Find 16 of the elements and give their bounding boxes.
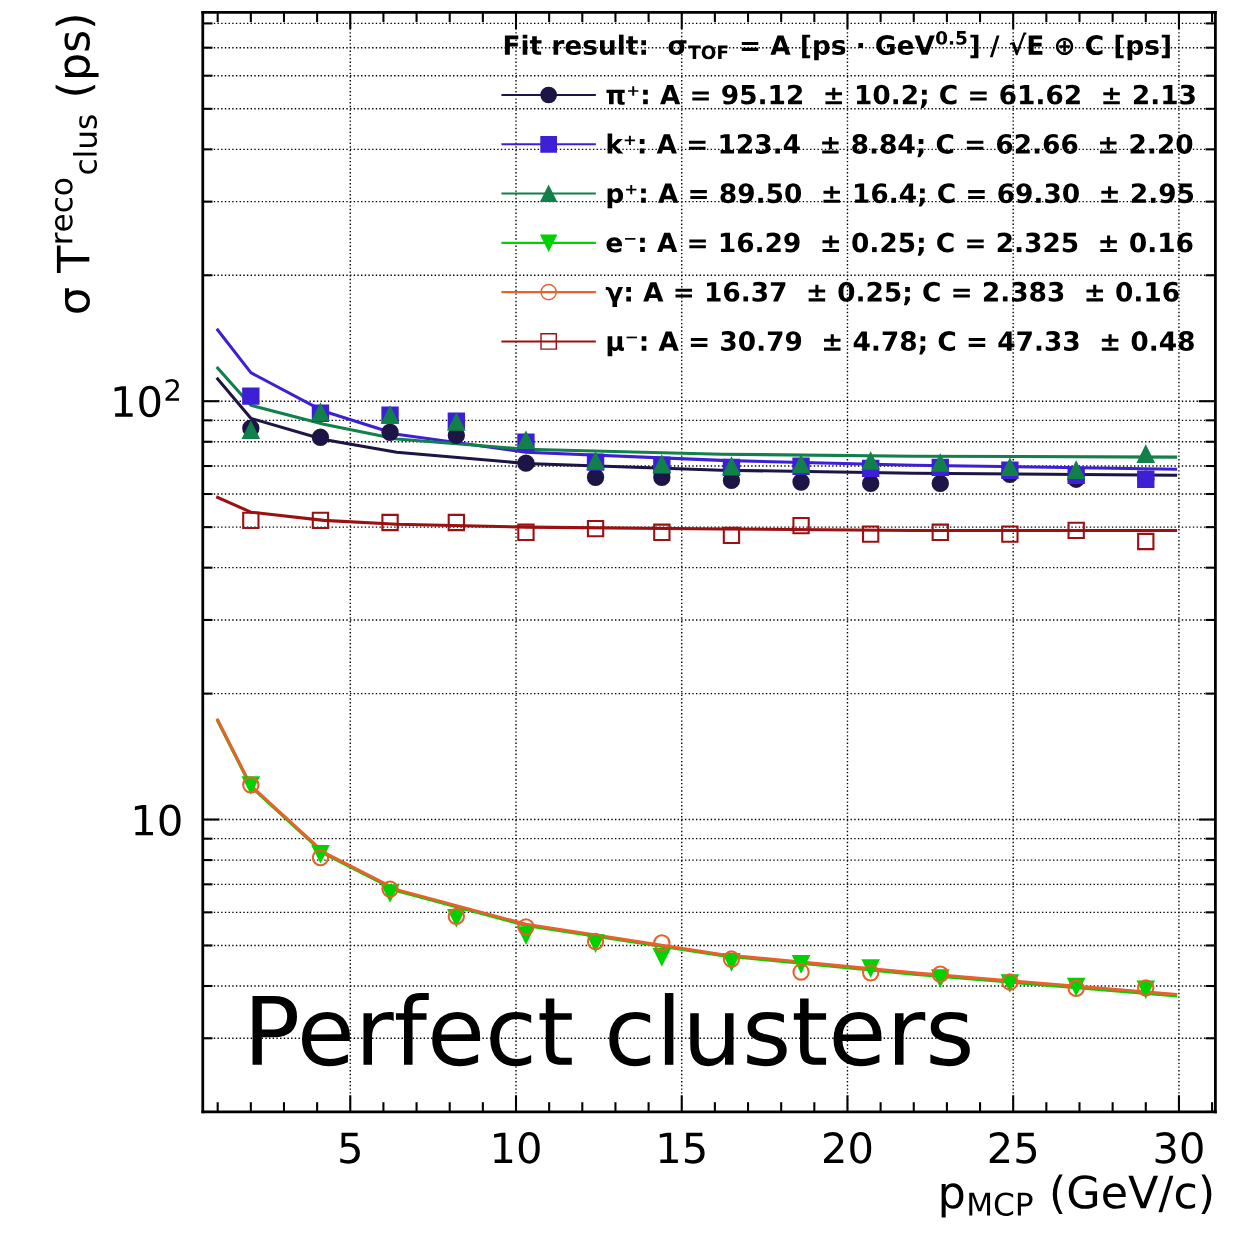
- legend-label: μ⁻: A = 30.79 ± 4.78; C = 47.33 ± 0.48: [607, 331, 1194, 357]
- x-tick-label: 5: [340, 1132, 360, 1164]
- y-tick-label: 10$^{2}$: [114, 379, 180, 418]
- legend-label: k⁺: A = 123.4 ± 8.84; C = 62.66 ± 2.20: [607, 133, 1193, 158]
- x-tick-label: 25: [989, 1132, 1037, 1164]
- legend-label: p⁺: A = 89.50 ± 16.4; C = 69.30 ± 2.95: [607, 183, 1194, 209]
- legend-label: e⁻: A = 16.29 ± 0.25; C = 2.325 ± 0.16: [606, 232, 1193, 256]
- x-tick-label: 10: [494, 1132, 540, 1164]
- y-axis-title: σ T$^{reco}$$_{clus}$ (ps): [54, 16, 99, 313]
- x-axis-title: p$_{MCP}$ (GeV/c): [941, 1174, 1212, 1218]
- legend-label: π⁺: A = 95.12 ± 10.2; C = 61.62 ± 2.13: [606, 84, 1195, 108]
- x-tick-label: 20: [824, 1132, 872, 1164]
- annotation: Perfect clusters: [252, 993, 970, 1067]
- x-tick-label: 15: [659, 1132, 705, 1164]
- legend-label: γ: A = 16.37 ± 0.25; C = 2.383 ± 0.16: [605, 281, 1179, 307]
- x-tick-label: 30: [1155, 1132, 1203, 1164]
